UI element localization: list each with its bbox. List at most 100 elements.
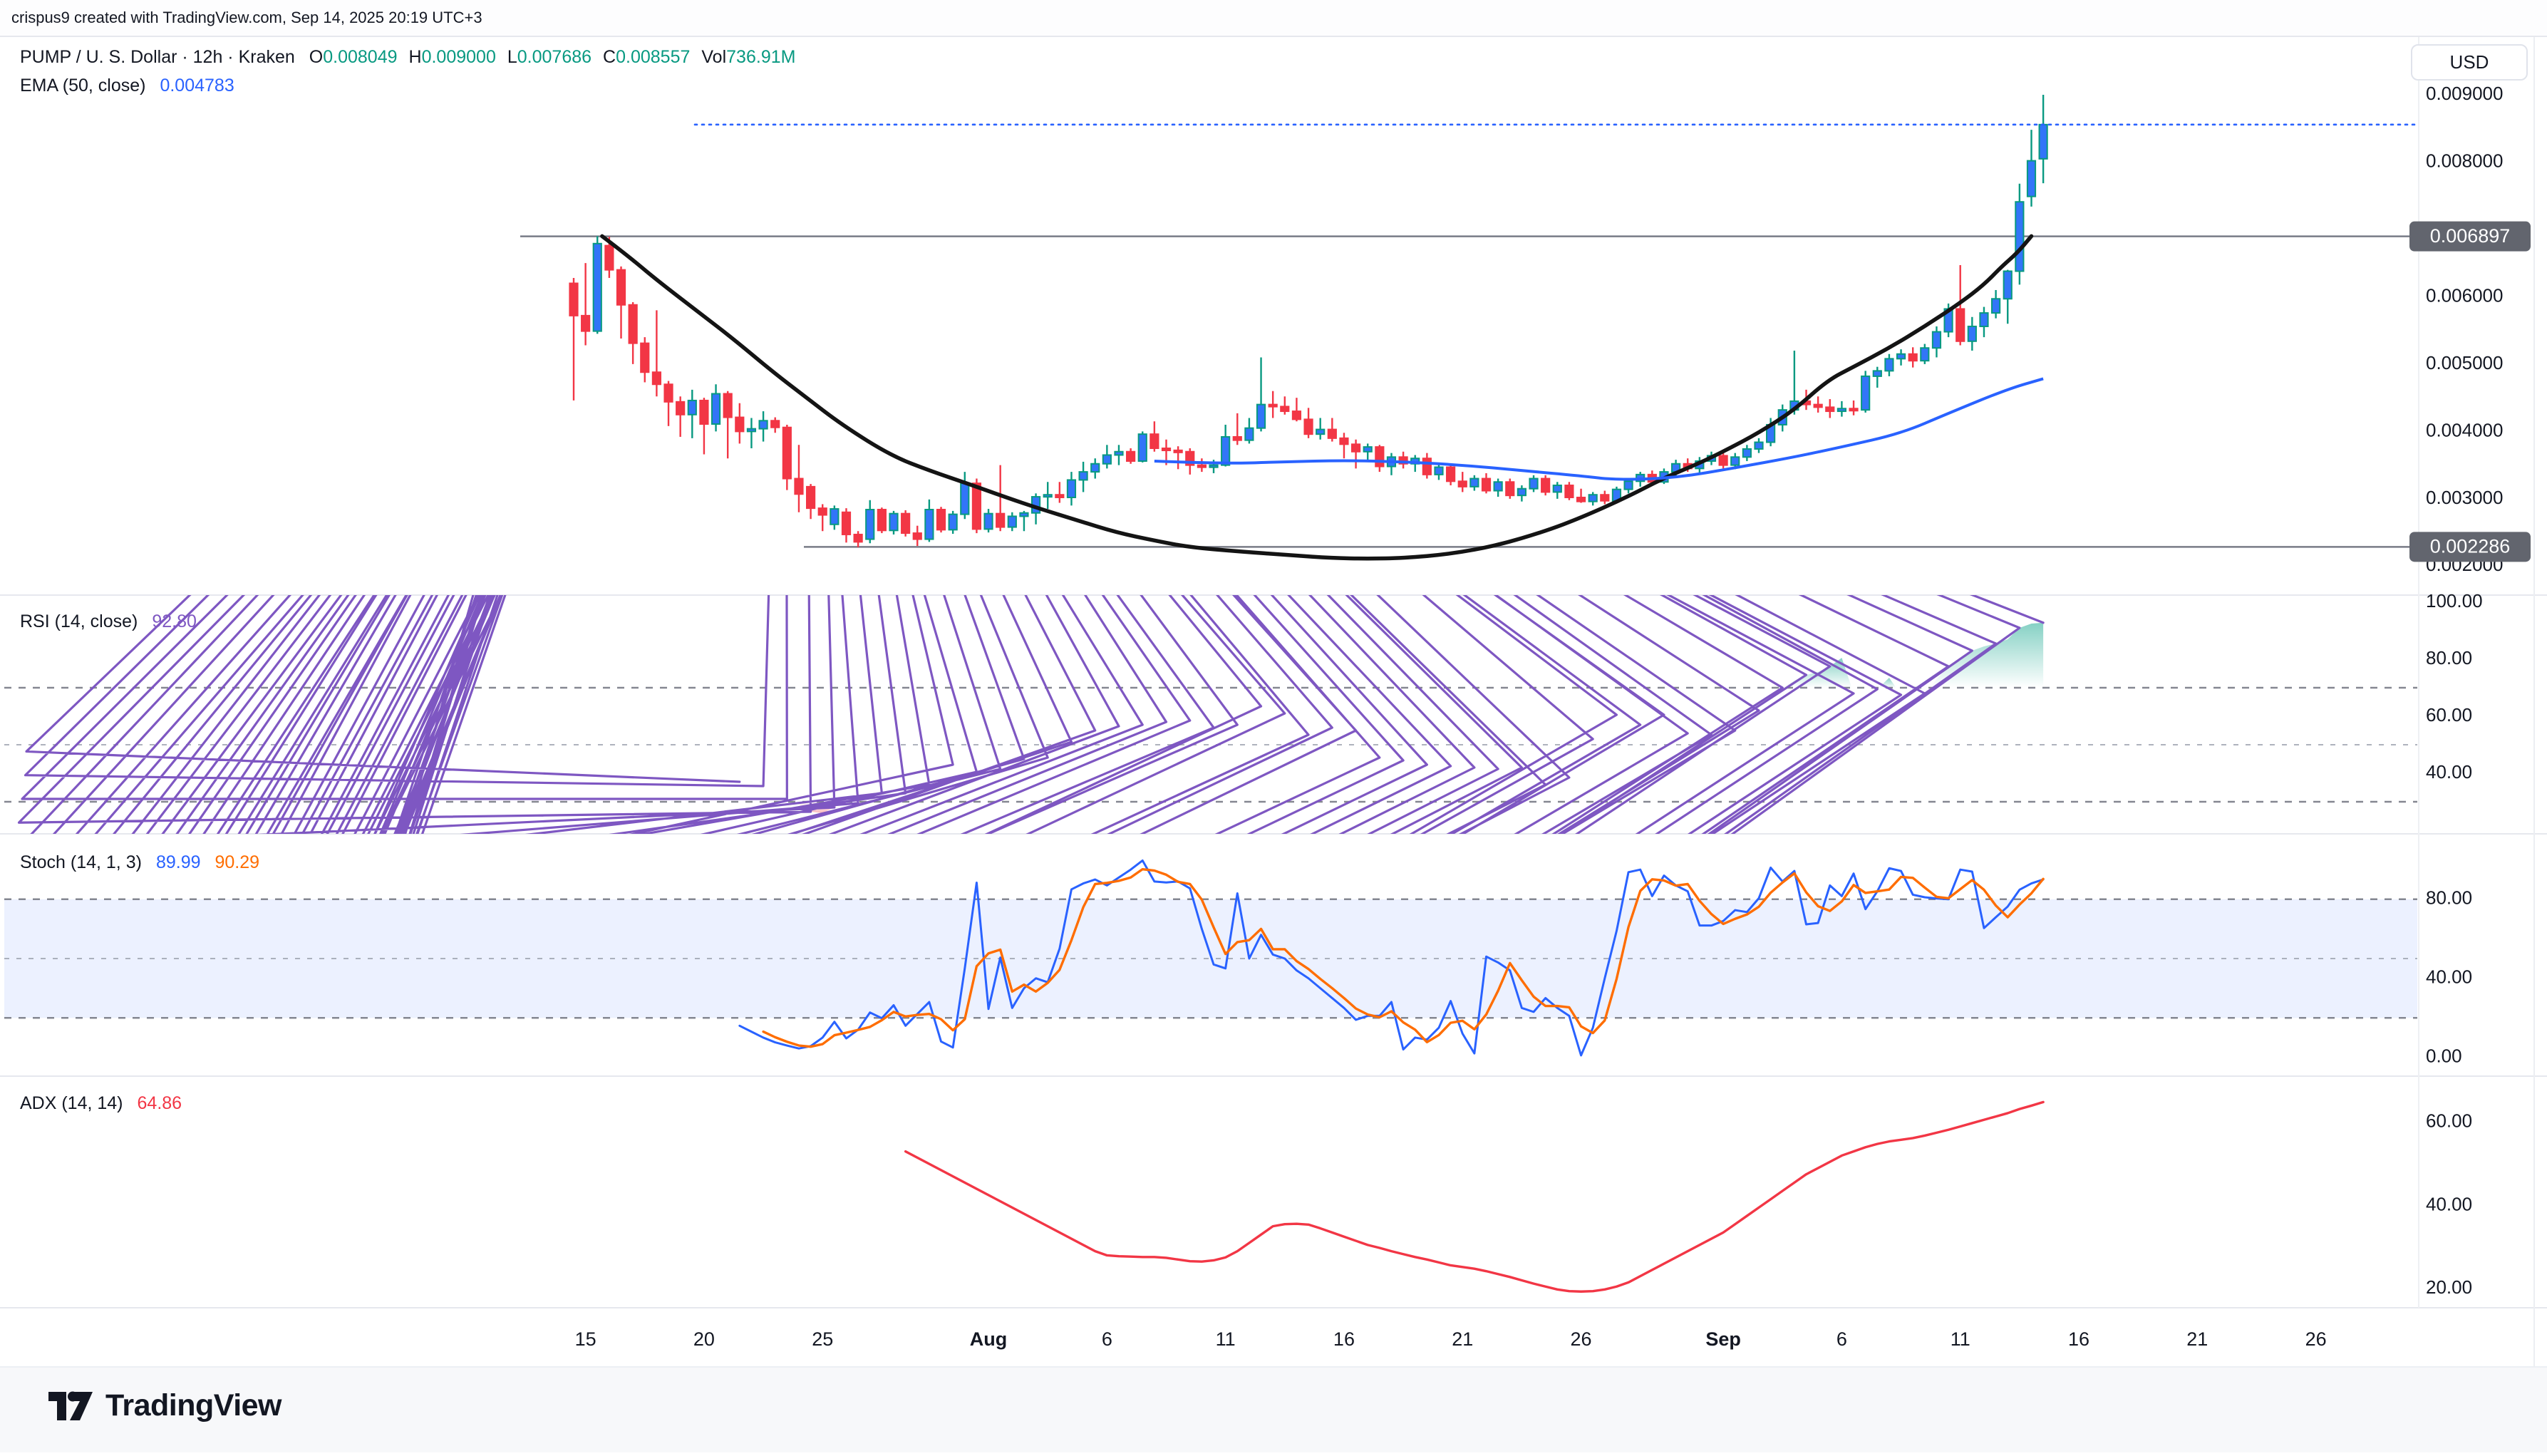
candle-body	[1742, 448, 1752, 458]
ema-line	[1154, 377, 2044, 481]
price-line-badge[interactable]	[2409, 221, 2531, 252]
price-scale[interactable]	[2417, 37, 2547, 1366]
candle-body	[1137, 433, 1147, 462]
time-axis-label: 16	[1333, 1328, 1355, 1350]
adx-legend-row: ADX (14, 14) 64.86	[20, 1093, 182, 1114]
rsi-axis-label: 40.00	[2426, 761, 2472, 783]
candle-body	[1244, 427, 1254, 441]
stoch-axis-label: 80.00	[2426, 887, 2472, 909]
stoch-pane	[4, 859, 2417, 1057]
candle-body	[1931, 331, 1942, 349]
rsi-axis-label: 60.00	[2426, 704, 2472, 726]
candle-body	[1363, 446, 1373, 453]
candle-body	[1564, 484, 1574, 498]
candle-body	[983, 512, 993, 530]
ohlc-values: O0.008049 H0.009000 L0.007686 C0.008557 Vol7…	[309, 47, 796, 68]
candle-body	[1090, 463, 1100, 473]
symbol-title: PUMP / U. S. Dollar · 12h · Kraken	[20, 47, 295, 67]
candle-body	[1114, 450, 1124, 456]
stoch-d-value: 90.29	[215, 852, 260, 872]
time-axis-label: 11	[1951, 1328, 1970, 1350]
candle-body	[628, 304, 638, 344]
cup-curve-drawing[interactable]	[600, 234, 2034, 561]
tradingview-logo[interactable]: TradingView	[47, 1388, 282, 1423]
time-axis-label: 21	[2186, 1328, 2208, 1350]
tradingview-icon	[48, 1391, 93, 1420]
candle-body	[1956, 308, 1965, 342]
candle-body	[1221, 435, 1231, 466]
candle-body	[1552, 484, 1562, 493]
ohlc-field: C0.008557	[603, 47, 691, 67]
candle-body	[1078, 471, 1088, 481]
time-axis-label: Aug	[970, 1328, 1007, 1350]
candle-body	[1066, 479, 1077, 498]
candle-body	[581, 314, 591, 332]
adx-value: 64.86	[137, 1093, 182, 1113]
rsi-axis-label: 80.00	[2426, 647, 2472, 668]
candle-body	[1422, 458, 1432, 475]
candle-body	[1256, 403, 1266, 429]
candle-body	[1872, 370, 1882, 377]
time-axis-label: 26	[2305, 1328, 2327, 1350]
candle-body	[1303, 418, 1313, 435]
candle-body	[735, 416, 745, 433]
price-line-badge-text: 0.002286	[2430, 535, 2511, 557]
candle-body	[758, 420, 768, 430]
candle-body	[592, 242, 602, 332]
adx-pane	[904, 1100, 2045, 1293]
candle-body	[1884, 358, 1894, 372]
candle-body	[853, 533, 863, 543]
footer-strip	[0, 1366, 2547, 1452]
candle-body	[676, 401, 686, 415]
candle-body	[1007, 515, 1017, 528]
price-axis-label: 0.003000	[2426, 487, 2503, 508]
candle-body	[663, 383, 673, 403]
candle-body	[971, 482, 982, 530]
candle-body	[1173, 449, 1183, 453]
candle-body	[770, 420, 780, 428]
candle-body	[1505, 481, 1515, 497]
candle-body	[1967, 326, 1977, 342]
candle-body	[2015, 201, 2025, 272]
time-axis-label: 26	[1571, 1328, 1592, 1350]
rsi-value: 92.80	[152, 611, 197, 631]
currency-unit-button[interactable]: USD	[2411, 44, 2528, 81]
candle-body	[948, 513, 958, 531]
candle-body	[1209, 464, 1219, 468]
candle-body	[1019, 512, 1029, 517]
candle-body	[1126, 450, 1136, 462]
candle-body	[1517, 487, 1527, 497]
stoch-k-line	[738, 859, 2045, 1057]
candle-body	[1920, 347, 1930, 362]
candle-body	[1161, 448, 1172, 452]
candle-body	[1529, 477, 1539, 490]
chart-attribution-text: crispus9 created with TradingView.com, S…	[11, 9, 482, 26]
candle-body	[924, 509, 934, 540]
candle-body	[1849, 408, 1859, 412]
stoch-axis-label: 0.00	[2426, 1045, 2462, 1067]
tradingview-brand-text: TradingView	[105, 1388, 282, 1423]
time-scale[interactable]	[0, 1309, 2417, 1366]
time-axis-label: 20	[693, 1328, 715, 1350]
candle-body	[936, 509, 946, 531]
price-line-badge[interactable]	[2409, 532, 2531, 562]
candle-body	[1481, 477, 1492, 492]
candle-body	[1469, 477, 1479, 487]
candle-body	[912, 532, 922, 540]
candle-body	[1896, 353, 1906, 360]
ohlc-field: O0.008049	[309, 47, 398, 67]
candle-body	[1836, 408, 1847, 413]
candle-body	[1197, 464, 1207, 468]
symbol-legend-row: PUMP / U. S. Dollar · 12h · Kraken O0.00…	[20, 47, 795, 68]
candle-body	[1350, 443, 1361, 453]
price-axis-label: 0.008000	[2426, 150, 2503, 171]
time-axis-label: 25	[812, 1328, 833, 1350]
candle-body	[1102, 454, 1112, 465]
candle-body	[889, 512, 899, 532]
candle-body	[1813, 403, 1823, 408]
price-axis-label: 0.006000	[2426, 284, 2503, 306]
ema-label: EMA (50, close)	[20, 76, 146, 95]
